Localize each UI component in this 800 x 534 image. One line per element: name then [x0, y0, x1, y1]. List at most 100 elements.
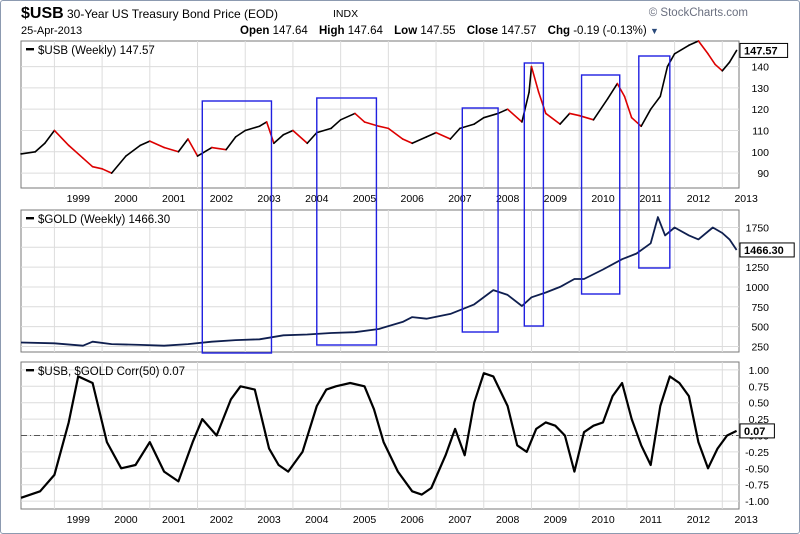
- brand-watermark: © StockCharts.com: [648, 7, 748, 19]
- x-tick-label: 2001: [162, 193, 186, 205]
- close-label: Close: [466, 25, 499, 37]
- x-tick-label: 2003: [257, 193, 281, 205]
- y-tick-label: 0.75: [749, 381, 770, 393]
- y-tick-label: 750: [751, 302, 769, 314]
- usb-price-segment: [401, 138, 414, 145]
- usb-price-segment: [244, 125, 261, 132]
- usb-price-segment: [53, 129, 70, 147]
- y-tick-label: 1000: [746, 282, 770, 294]
- usb-price-segment: [425, 131, 437, 138]
- last-value-badge: [739, 423, 775, 439]
- x-tick-label: 2009: [544, 514, 568, 526]
- usb-price-segment: [544, 112, 561, 125]
- last-value-text: 0.07: [744, 426, 765, 438]
- x-tick-label: 2007: [448, 193, 472, 205]
- usb-price-segment: [506, 108, 523, 123]
- highlight-box: [201, 100, 273, 354]
- usb-price-segment: [354, 112, 366, 123]
- usb-price-segment: [473, 116, 485, 125]
- usb-price-segment: [273, 133, 285, 145]
- y-tick-label: -0.25: [745, 447, 769, 459]
- highlight-boxes: [201, 55, 671, 354]
- usb-price-segment: [34, 142, 46, 153]
- quote-summary: Open 147.64 High 147.64 Low 147.55 Close…: [240, 25, 659, 37]
- close-value: 147.57: [501, 25, 537, 37]
- quote-date: 25-Apr-2013: [21, 25, 83, 37]
- y-tick-label: 0.50: [749, 398, 770, 410]
- last-value-text: 1466.30: [744, 245, 784, 257]
- change-label: Chg: [547, 25, 571, 37]
- usb-price-segment: [449, 127, 461, 140]
- x-tick-label: 2006: [401, 514, 425, 526]
- y-tick-label: 140: [751, 62, 769, 74]
- high-label: High: [318, 25, 345, 37]
- y-tick-label: -0.75: [745, 480, 769, 492]
- legend-marker: [26, 369, 34, 372]
- usb-price-segment: [673, 44, 690, 55]
- usb-price-segment: [139, 140, 151, 147]
- usb-price-segment: [292, 129, 309, 145]
- symbol-title: $USB: [21, 5, 64, 22]
- usb-price-segment: [149, 140, 165, 149]
- highlight-box: [461, 107, 499, 333]
- usb-price-segment: [177, 138, 189, 153]
- chart-pane-2: 2505007501000125015001750$GOLD (Weekly) …: [20, 209, 795, 353]
- y-tick-label: 90: [757, 168, 769, 180]
- usb-price-segment: [282, 129, 294, 136]
- x-tick-label: 2006: [401, 193, 425, 205]
- open-value: 147.64: [272, 25, 308, 37]
- usb-price-segment: [258, 121, 268, 128]
- x-tick-label: 1999: [67, 193, 91, 205]
- usb-price-segment: [82, 157, 94, 168]
- x-tick-label: 2013: [734, 514, 758, 526]
- usb-price-segment: [435, 131, 452, 140]
- y-tick-label: 0.25: [749, 414, 770, 426]
- x-tick-label: 2011: [639, 193, 662, 205]
- usb-price-segment: [497, 108, 509, 115]
- x-tick-label: 2000: [114, 514, 138, 526]
- usb-price-segment: [649, 95, 662, 110]
- usb-price-segment: [697, 40, 709, 55]
- low-value: 147.55: [420, 25, 456, 37]
- usb-price-segment: [315, 127, 332, 134]
- x-tick-label: 2010: [591, 193, 615, 205]
- dropdown-arrow-icon[interactable]: ▼: [649, 26, 659, 36]
- pane-background: [20, 209, 740, 353]
- y-tick-label: 500: [751, 322, 769, 334]
- x-tick-label: 1999: [67, 514, 91, 526]
- usb-price-segment: [378, 125, 390, 130]
- usb-price-segment: [339, 112, 356, 121]
- usb-price-segment: [707, 52, 716, 66]
- y-tick-label: 250: [751, 341, 769, 353]
- usb-price-segment: [125, 144, 142, 157]
- usb-price-segment: [521, 91, 530, 123]
- usb-price-segment: [163, 146, 180, 153]
- usb-price-segment: [630, 116, 642, 128]
- x-tick-label: 2013: [734, 193, 758, 205]
- x-tick-label: 2011: [639, 514, 662, 526]
- usb-price-segment: [592, 97, 609, 121]
- highlight-box: [580, 74, 621, 295]
- highlight-box: [523, 62, 545, 327]
- highlight-box: [638, 55, 671, 269]
- x-tick-label: 2002: [210, 514, 234, 526]
- gold-price-line: [20, 216, 738, 347]
- y-tick-label: 120: [751, 104, 769, 116]
- last-value-badge: [739, 42, 789, 58]
- x-tick-label: 2012: [687, 193, 711, 205]
- usb-price-segment: [607, 82, 619, 100]
- usb-price-segment: [714, 63, 724, 72]
- usb-price-segment: [101, 168, 113, 174]
- open-label: Open: [240, 25, 270, 37]
- x-tick-label: 2000: [114, 193, 138, 205]
- usb-price-segment: [688, 40, 700, 47]
- usb-price-segment: [528, 65, 533, 93]
- x-tick-label: 2005: [353, 193, 377, 205]
- exchange-label: INDX: [333, 8, 359, 20]
- usb-price-segment: [616, 82, 626, 98]
- pane-title: $GOLD (Weekly) 1466.30: [38, 214, 170, 226]
- usb-price-segment: [482, 112, 499, 119]
- legend-marker: [26, 48, 34, 51]
- high-value: 147.64: [347, 25, 383, 37]
